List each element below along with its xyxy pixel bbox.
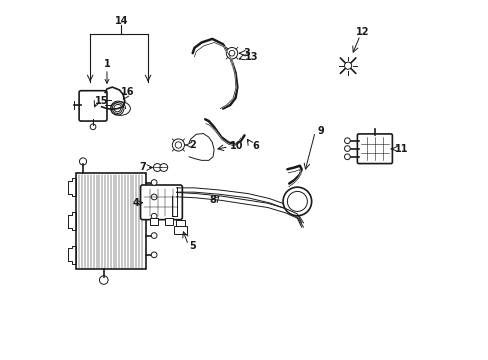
Text: 13: 13 — [244, 52, 258, 62]
Circle shape — [283, 187, 311, 216]
FancyBboxPatch shape — [140, 185, 182, 220]
Bar — [173, 226, 186, 234]
Bar — [76, 173, 145, 269]
Text: 3: 3 — [243, 48, 250, 58]
Bar — [175, 220, 184, 226]
Text: 8: 8 — [208, 195, 216, 204]
Circle shape — [287, 192, 307, 211]
FancyBboxPatch shape — [357, 134, 391, 163]
Circle shape — [344, 62, 351, 69]
Circle shape — [151, 213, 157, 219]
Text: 4: 4 — [132, 198, 142, 208]
Bar — [150, 217, 157, 225]
Circle shape — [344, 138, 349, 144]
Bar — [165, 217, 172, 225]
Text: 15: 15 — [95, 96, 108, 107]
Text: 7: 7 — [139, 162, 146, 172]
Circle shape — [160, 163, 167, 171]
Circle shape — [229, 50, 234, 56]
Circle shape — [344, 154, 349, 159]
Circle shape — [226, 48, 237, 59]
Text: 14: 14 — [114, 16, 128, 26]
Circle shape — [172, 139, 184, 151]
Text: 5: 5 — [189, 241, 196, 251]
Circle shape — [151, 180, 157, 185]
Text: 9: 9 — [317, 126, 324, 136]
Circle shape — [151, 233, 157, 238]
Circle shape — [90, 124, 96, 130]
Text: 1: 1 — [103, 59, 110, 83]
Text: 11: 11 — [394, 144, 407, 154]
Text: 6: 6 — [252, 141, 259, 151]
Text: 16: 16 — [121, 87, 134, 98]
Circle shape — [99, 276, 108, 284]
Circle shape — [153, 163, 161, 171]
Text: 10: 10 — [230, 141, 243, 151]
Circle shape — [80, 158, 86, 165]
Circle shape — [344, 146, 349, 152]
Circle shape — [151, 252, 157, 258]
FancyBboxPatch shape — [79, 91, 107, 121]
Circle shape — [175, 142, 181, 148]
Text: 12: 12 — [355, 27, 368, 37]
Circle shape — [151, 194, 157, 200]
Text: 2: 2 — [189, 140, 196, 150]
